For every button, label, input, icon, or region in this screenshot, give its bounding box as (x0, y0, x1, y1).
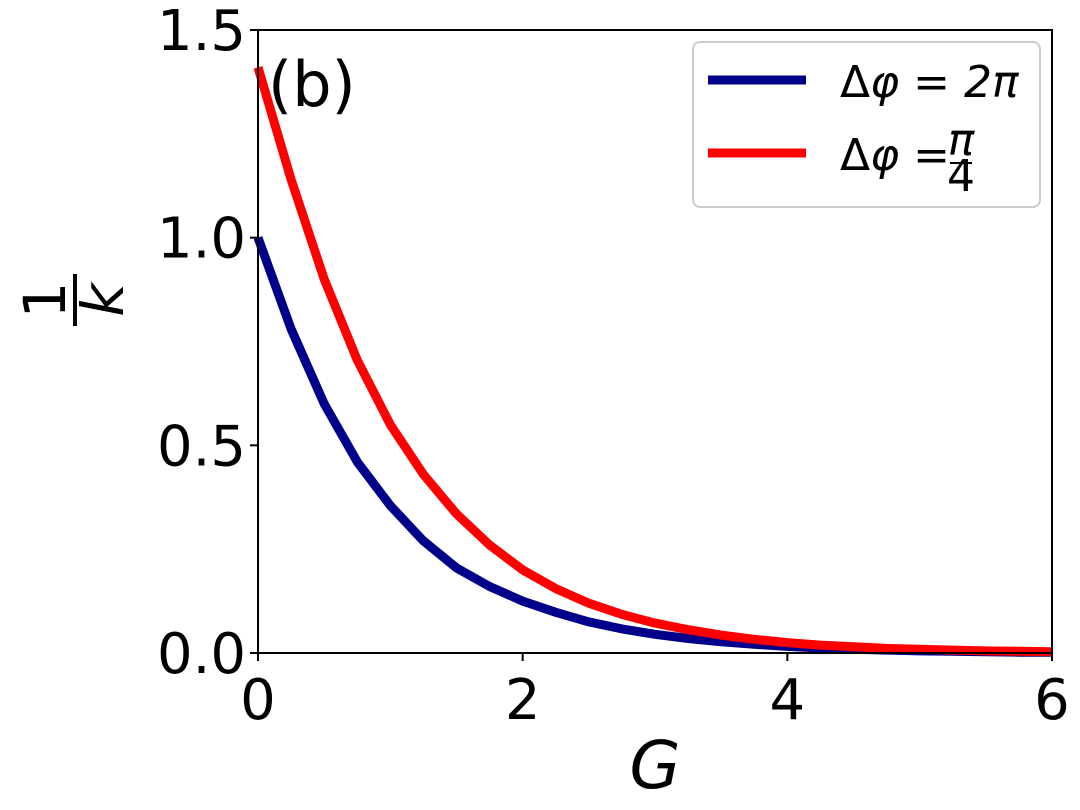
legend-delta: Δ (840, 57, 870, 108)
series-line-2 (253, 66, 1053, 657)
legend-phi: φ (870, 57, 899, 108)
y-axis-label-numerator: 1 (11, 282, 79, 319)
axis-layer: 0 2 4 6 0.0 0.5 1.0 1.5 (157, 0, 1070, 733)
legend-fraction-numerator: π (948, 115, 976, 166)
x-tick-label: 6 (1034, 668, 1070, 733)
y-axis-label: 1 k (11, 274, 137, 326)
series-layer (253, 66, 1053, 657)
legend-fraction-denominator: 4 (947, 151, 975, 202)
panel-label: (b) (268, 48, 356, 121)
y-tick-label: 0.0 (157, 622, 246, 687)
x-tick-label: 4 (770, 668, 806, 733)
y-tick-label: 1.0 (157, 207, 246, 272)
legend: Δφ = 2π Δφ = π 4 (692, 41, 1041, 208)
legend-value: 2π (964, 57, 1020, 108)
legend-delta: Δ (840, 130, 870, 181)
legend-label-red: Δφ = (840, 130, 964, 181)
legend-equals: = (899, 57, 964, 108)
y-tick-label: 1.5 (157, 0, 246, 64)
legend-phi: φ (870, 130, 899, 181)
y-axis-label-denominator: k (69, 281, 137, 317)
y-tick-label: 0.5 (157, 414, 246, 479)
legend-equals: = (899, 130, 964, 181)
x-tick-label: 0 (240, 668, 276, 733)
legend-label-blue: Δφ = 2π (840, 57, 1020, 108)
x-tick-label: 2 (505, 668, 541, 733)
x-axis-label: G (629, 727, 680, 804)
plot-frame (257, 29, 1053, 654)
series-line-1 (253, 236, 1052, 657)
